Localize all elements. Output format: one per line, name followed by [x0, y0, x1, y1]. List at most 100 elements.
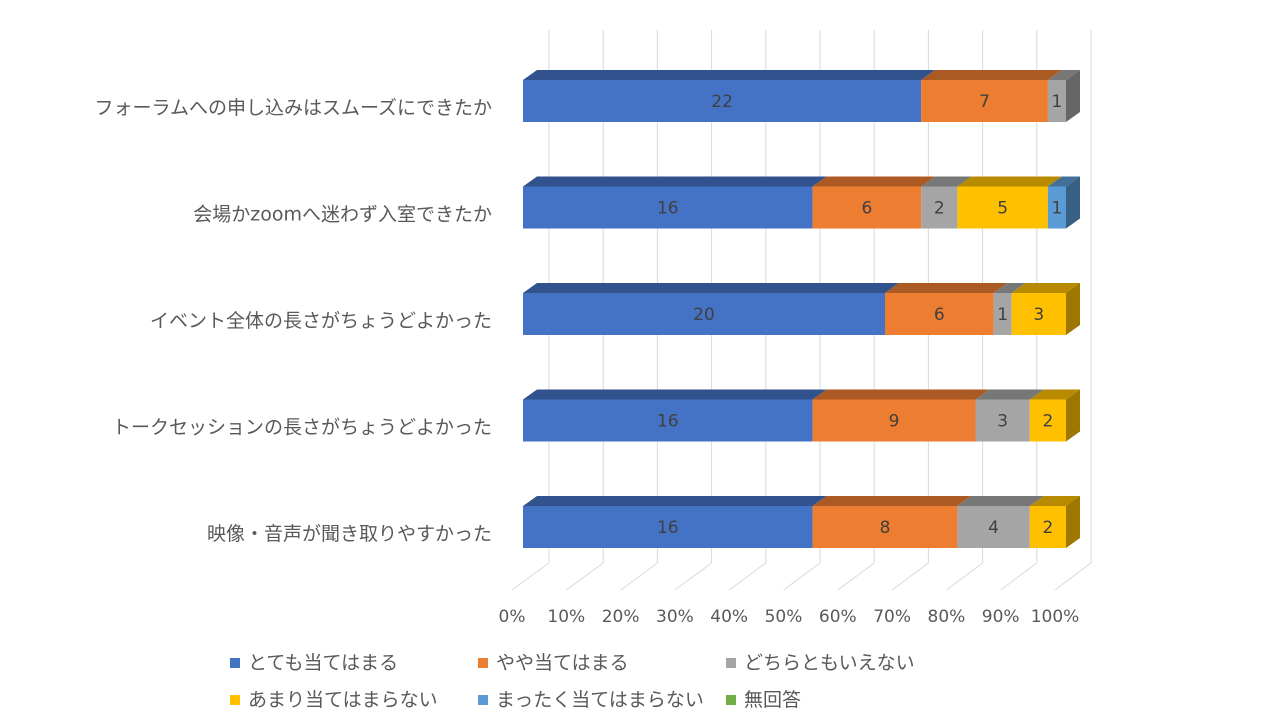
- bar-segment: [812, 176, 936, 229]
- category-labels: フォーラムへの申し込みはスムーズにできたか会場かzoomへ迷わず入室できたかイベ…: [95, 97, 492, 545]
- data-label: 4: [988, 518, 999, 538]
- bar-front-face: [812, 506, 958, 548]
- x-tick-label: 60%: [819, 607, 857, 627]
- bar-top-face: [523, 389, 827, 400]
- legend-label: どちらともいえない: [744, 652, 915, 674]
- data-label: 16: [657, 412, 679, 432]
- floor-gridline: [1000, 562, 1038, 591]
- legend-label: とても当てはまる: [248, 652, 399, 674]
- legend-swatch: [230, 658, 240, 668]
- bar-side-face: [1066, 389, 1080, 442]
- floor-gridline: [728, 562, 767, 591]
- bar-front-face: [812, 186, 922, 229]
- legend-label: やや当てはまる: [496, 652, 629, 674]
- floor-gridline: [566, 562, 604, 591]
- bar-segment: [1011, 283, 1080, 335]
- data-label: 6: [861, 199, 872, 219]
- bar-top-face: [921, 176, 972, 187]
- bar-top-face: [523, 70, 936, 80]
- legend-swatch: [726, 695, 736, 705]
- legend-swatch: [726, 658, 736, 668]
- data-label: 20: [693, 305, 715, 325]
- bar-segment: [921, 176, 972, 229]
- bar-top-face: [885, 283, 1008, 293]
- floor-gridline: [620, 562, 658, 591]
- bar-segment: [1029, 389, 1080, 442]
- legend-item: やや当てはまる: [478, 651, 629, 675]
- bar-front-face: [975, 399, 1030, 442]
- bar-front-face: [957, 506, 1030, 548]
- legend-item: まったく当てはまらない: [478, 688, 704, 712]
- bar-front-face: [1029, 506, 1066, 548]
- legend-label: あまり当てはまらない: [248, 689, 438, 711]
- bar-top-face: [523, 496, 827, 506]
- data-labels: 22 7 1 16 6 2 5 1 20 6 1 3 16 9 3 2 16 8 4 2: [657, 92, 1062, 538]
- bar-front-face: [921, 186, 958, 229]
- category-label: 映像・音声が聞き取りやすかった: [207, 523, 492, 545]
- bar-segment: [975, 389, 1044, 442]
- legend-swatch: [230, 695, 240, 705]
- bar-top-face: [812, 176, 936, 187]
- bar-front-face: [523, 80, 922, 122]
- bar-top-face: [1047, 70, 1080, 80]
- category-label: トークセッションの長さがちょうどよかった: [112, 417, 492, 439]
- legend-label: まったく当てはまらない: [496, 689, 704, 711]
- data-label: 2: [1042, 412, 1053, 432]
- bar-side-face: [1066, 70, 1080, 122]
- data-label: 6: [934, 305, 945, 325]
- data-label: 8: [880, 518, 891, 538]
- bar-top-face: [1011, 283, 1080, 293]
- x-tick-label: 0%: [499, 607, 526, 627]
- bar-front-face: [1011, 293, 1066, 335]
- x-tick-label: 80%: [928, 607, 966, 627]
- legend-item: 無回答: [726, 688, 801, 712]
- data-label: 22: [711, 92, 733, 112]
- bar-segment: [921, 70, 1062, 122]
- bar-side-face: [1066, 496, 1080, 548]
- bar-top-face: [957, 176, 1062, 187]
- category-label: フォーラムへの申し込みはスムーズにできたか: [95, 97, 492, 119]
- x-tick-label: 10%: [547, 607, 585, 627]
- bar-segment: [993, 283, 1026, 335]
- data-label: 16: [657, 518, 679, 538]
- bars: [523, 70, 1080, 548]
- bar-front-face: [1029, 399, 1066, 442]
- bar-segment: [812, 389, 990, 442]
- x-tick-label: 50%: [765, 607, 803, 627]
- bar-top-face: [523, 176, 827, 187]
- bar-front-face: [993, 293, 1012, 335]
- x-tick-label: 70%: [873, 607, 911, 627]
- bar-segment: [1047, 70, 1080, 122]
- bar-top-face: [921, 70, 1062, 80]
- data-label: 3: [997, 412, 1008, 432]
- category-label: 会場かzoomへ迷わず入室できたか: [193, 204, 492, 226]
- legend-swatch: [478, 658, 488, 668]
- x-tick-label: 90%: [982, 607, 1020, 627]
- bar-top-face: [812, 496, 972, 506]
- data-label: 1: [1052, 199, 1063, 219]
- bar-segment: [523, 389, 827, 442]
- floor-gridline: [783, 562, 821, 591]
- data-label: 1: [997, 305, 1008, 325]
- bar-front-face: [523, 399, 813, 442]
- bar-front-face: [885, 293, 994, 335]
- bar-segment: [957, 496, 1044, 548]
- legend-item: とても当てはまる: [230, 651, 398, 675]
- bar-front-face: [523, 293, 885, 335]
- bar-top-face: [812, 389, 990, 400]
- bar-top-face: [1029, 496, 1080, 506]
- bar-segment: [523, 283, 899, 335]
- floor-gridline: [891, 562, 929, 591]
- legend-swatch: [478, 695, 488, 705]
- category-label: イベント全体の長さがちょうどよかった: [150, 310, 492, 332]
- data-label: 9: [889, 412, 900, 432]
- bar-front-face: [957, 186, 1048, 229]
- bar-front-face: [1047, 186, 1066, 229]
- bar-segment: [812, 496, 972, 548]
- bar-front-face: [523, 506, 813, 548]
- bar-top-face: [1029, 389, 1080, 400]
- bar-segment: [1029, 496, 1080, 548]
- x-tick-label: 20%: [602, 607, 640, 627]
- data-label: 16: [657, 199, 679, 219]
- bar-segment: [523, 70, 936, 122]
